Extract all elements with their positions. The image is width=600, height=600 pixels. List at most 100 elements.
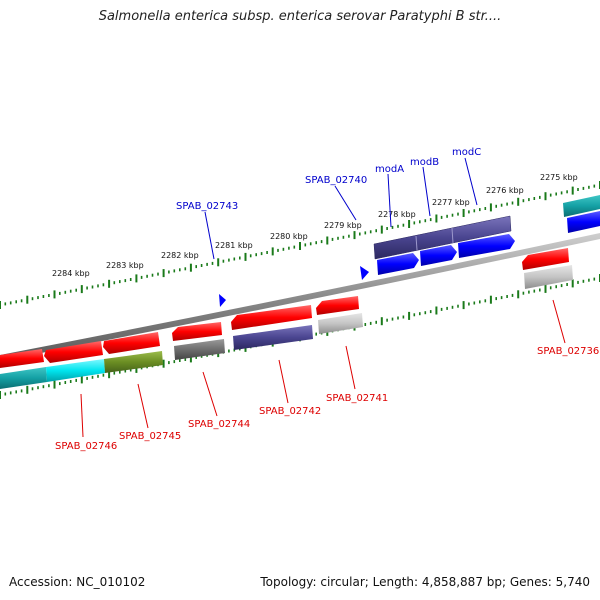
major-tick — [517, 290, 520, 299]
gene-blue-block[interactable] — [567, 211, 600, 233]
major-tick — [462, 209, 465, 217]
gene-modB-arrow[interactable] — [420, 245, 457, 266]
minor-tick — [413, 313, 416, 317]
major-tick — [108, 370, 111, 379]
minor-tick — [91, 285, 94, 289]
minor-tick — [500, 296, 503, 300]
minor-tick — [582, 186, 585, 190]
gene-cyan-block-2[interactable] — [46, 359, 105, 382]
scale-label-2282: 2282 kbp — [161, 251, 199, 260]
gene-label-modC[interactable]: modC — [452, 147, 481, 158]
minor-tick — [293, 245, 296, 249]
minor-tick — [37, 296, 39, 300]
minor-tick — [20, 299, 23, 303]
lower-leader-lines — [80, 299, 566, 438]
minor-tick — [386, 227, 388, 230]
minor-tick — [31, 297, 34, 301]
gene-red-arrow-02746[interactable] — [0, 349, 44, 368]
gene-red-arrow-02744[interactable] — [172, 322, 222, 341]
major-tick — [571, 186, 574, 195]
minor-tick — [288, 246, 290, 250]
minor-tick — [419, 312, 421, 316]
gene-label-SPAB_02743[interactable]: SPAB_02743 — [176, 201, 238, 212]
major-tick — [271, 247, 274, 256]
gene-modC-arrow[interactable] — [458, 234, 515, 258]
minor-tick — [228, 258, 230, 262]
minor-tick — [37, 386, 39, 390]
minor-tick — [522, 199, 525, 203]
minor-tick — [179, 268, 181, 272]
gene-label-SPAB_02741[interactable]: SPAB_02741 — [326, 393, 388, 404]
gene-label-modB[interactable]: modB — [410, 157, 439, 168]
gene-grey-02744[interactable] — [174, 339, 225, 360]
scale-label-2278: 2278 kbp — [378, 210, 416, 219]
major-tick — [217, 258, 220, 267]
minor-tick — [102, 283, 105, 287]
gene-modA-arrow[interactable] — [377, 253, 419, 275]
gene-red-arrow-02745b[interactable] — [103, 332, 160, 354]
minor-tick — [48, 294, 50, 297]
gene-label-SPAB_02742[interactable]: SPAB_02742 — [259, 406, 321, 417]
gene-label-SPAB_02746[interactable]: SPAB_02746 — [55, 441, 117, 452]
gene-red-arrow-02741[interactable] — [316, 296, 359, 315]
gene-label-SPAB_02740[interactable]: SPAB_02740 — [305, 175, 367, 186]
gene-label-SPAB_02736[interactable]: SPAB_02736 — [537, 346, 599, 357]
minor-tick — [140, 275, 143, 279]
minor-tick — [260, 252, 263, 256]
gene-red-arrow-02742[interactable] — [231, 305, 312, 330]
gene-label-modA[interactable]: modA — [375, 164, 404, 175]
major-tick — [489, 203, 492, 212]
minor-tick — [42, 385, 45, 389]
gene-label-SPAB_02745[interactable]: SPAB_02745 — [119, 431, 181, 442]
minor-tick — [424, 311, 427, 315]
minor-tick — [69, 380, 72, 383]
minor-tick — [577, 280, 579, 284]
minor-tick — [42, 295, 45, 298]
minor-tick — [255, 253, 257, 257]
minor-tick — [222, 259, 225, 263]
major-tick — [408, 220, 411, 228]
scale-label-2275: 2275 kbp — [540, 173, 578, 182]
gene-modABC-navy-block[interactable] — [373, 215, 512, 260]
minor-tick — [359, 232, 361, 236]
minor-tick — [468, 210, 470, 214]
major-tick — [353, 231, 356, 240]
minor-tick — [495, 204, 497, 208]
major-tick — [53, 380, 56, 389]
gene-cyan-block-1[interactable] — [0, 367, 47, 389]
gene-red-arrow-02745a[interactable] — [44, 341, 103, 363]
gene-navy-02742[interactable] — [233, 325, 313, 350]
major-tick — [544, 192, 547, 201]
minor-tick — [48, 384, 50, 388]
minor-tick — [157, 272, 159, 276]
gene-grey-02741[interactable] — [318, 313, 363, 334]
minor-tick — [451, 305, 454, 309]
major-tick — [26, 295, 29, 304]
minor-tick — [195, 355, 197, 359]
scale-label-2276: 2276 kbp — [486, 186, 524, 195]
gene-teal-block[interactable] — [563, 195, 600, 217]
gene-red-arrow-02736a[interactable] — [522, 248, 569, 270]
minor-tick — [555, 285, 557, 289]
gene-label-SPAB_02744[interactable]: SPAB_02744 — [188, 419, 250, 430]
minor-tick — [397, 316, 399, 320]
minor-tick — [364, 323, 367, 326]
minor-tick — [168, 361, 170, 365]
minor-tick — [577, 188, 579, 191]
gene-olive-block[interactable] — [104, 351, 163, 373]
map-title: Salmonella enterica subsp. enterica sero… — [98, 9, 502, 24]
minor-tick — [593, 184, 596, 188]
minor-tick — [124, 369, 127, 373]
minor-tick — [129, 368, 132, 372]
minor-tick — [331, 237, 334, 241]
minor-tick — [440, 215, 443, 219]
minor-tick — [239, 256, 241, 260]
minor-tick — [20, 389, 23, 393]
minor-tick — [15, 390, 17, 394]
gene-grey-02736b[interactable] — [524, 265, 573, 289]
minor-tick — [211, 261, 214, 265]
minor-tick — [184, 358, 187, 361]
minor-tick — [119, 370, 121, 374]
minor-tick — [97, 374, 99, 378]
